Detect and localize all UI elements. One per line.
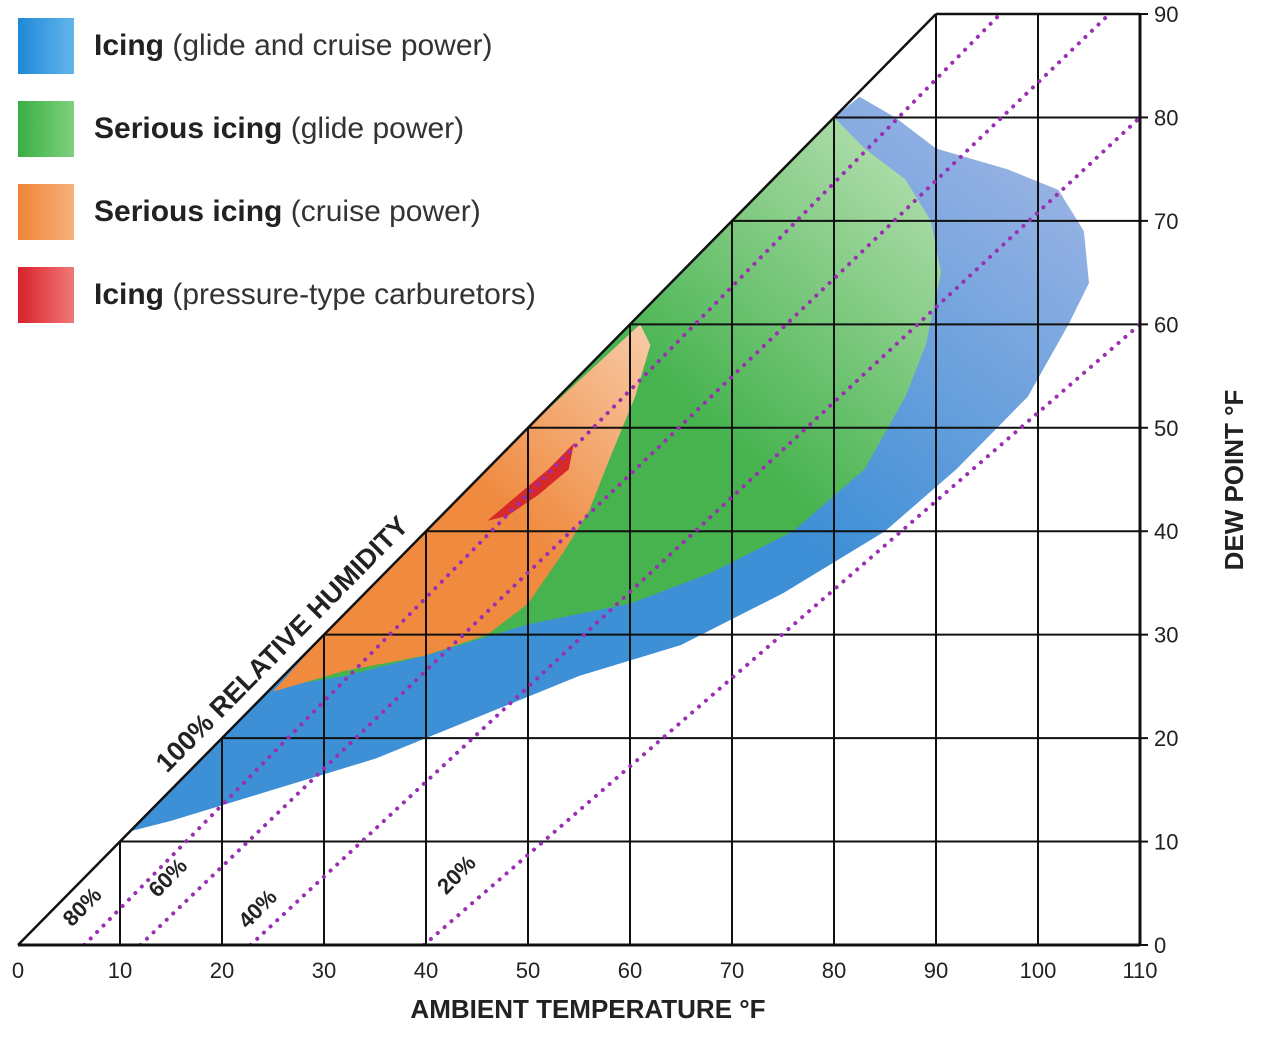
legend-detail-label: (cruise power): [290, 195, 481, 228]
legend-bold-label: Serious icing: [94, 195, 283, 228]
legend-detail-label: (glide power): [290, 112, 465, 145]
x-tick-label: 100: [1020, 958, 1057, 983]
x-axis-title: AMBIENT TEMPERATURE °F: [410, 994, 765, 1024]
x-tick-label: 0: [12, 958, 24, 983]
rh-label-40pct: 40%: [233, 884, 282, 933]
x-tick-label: 60: [618, 958, 642, 983]
legend-detail-label: (pressure-type carburetors): [172, 278, 536, 311]
x-tick-label: 90: [924, 958, 948, 983]
rh-label-60pct: 60%: [143, 853, 192, 902]
legend-swatch-icing-pressure-carb: [18, 267, 74, 323]
y-tick-label: 80: [1154, 105, 1178, 130]
legend-bold-label: Icing: [94, 278, 165, 311]
y-tick-label: 50: [1154, 416, 1178, 441]
legend-item-serious-icing-glide: Serious icing (glide power): [18, 101, 536, 157]
legend-swatch-icing: [18, 18, 74, 74]
legend-swatch-serious-icing-glide: [18, 101, 74, 157]
legend-item-icing: Icing (glide and cruise power): [18, 18, 536, 74]
y-tick-label: 0: [1154, 933, 1166, 958]
x-tick-label: 50: [516, 958, 540, 983]
y-tick-label: 20: [1154, 726, 1178, 751]
x-tick-label: 70: [720, 958, 744, 983]
x-tick-label: 20: [210, 958, 234, 983]
rh-line-80pct: [82, 14, 1003, 945]
rh-line-20pct: [421, 322, 1140, 945]
legend-bold-label: Serious icing: [94, 112, 283, 145]
legend-item-serious-icing-cruise: Serious icing (cruise power): [18, 184, 536, 240]
x-tick-label: 80: [822, 958, 846, 983]
legend-detail-label: (glide and cruise power): [172, 29, 493, 62]
y-tick-label: 90: [1154, 2, 1178, 27]
y-tick-label: 10: [1154, 830, 1178, 855]
rh-100-line: [17, 13, 937, 946]
y-axis-title: DEW POINT °F: [1219, 390, 1249, 571]
axes: [17, 12, 1148, 947]
legend: Icing (glide and cruise power) Serious i…: [18, 18, 536, 350]
y-tick-label: 60: [1154, 312, 1178, 337]
legend-swatch-serious-icing-cruise: [18, 184, 74, 240]
x-tick-label: 10: [108, 958, 132, 983]
y-tick-label: 70: [1154, 209, 1178, 234]
rh-label-20pct: 20%: [432, 850, 481, 899]
x-tick-label: 110: [1122, 958, 1157, 983]
rh-label-80pct: 80%: [58, 882, 107, 931]
rh-line-60pct: [138, 14, 1112, 945]
legend-bold-label: Icing: [94, 29, 165, 62]
region-serious-icing-cruise: [273, 324, 651, 692]
icing-regions: [130, 96, 1089, 832]
y-tick-label: 30: [1154, 623, 1178, 648]
x-tick-label: 40: [414, 958, 438, 983]
relative-humidity-lines: [82, 14, 1140, 945]
x-tick-label: 30: [312, 958, 336, 983]
legend-item-icing-pressure-carb: Icing (pressure-type carburetors): [18, 267, 536, 323]
y-tick-label: 40: [1154, 519, 1178, 544]
